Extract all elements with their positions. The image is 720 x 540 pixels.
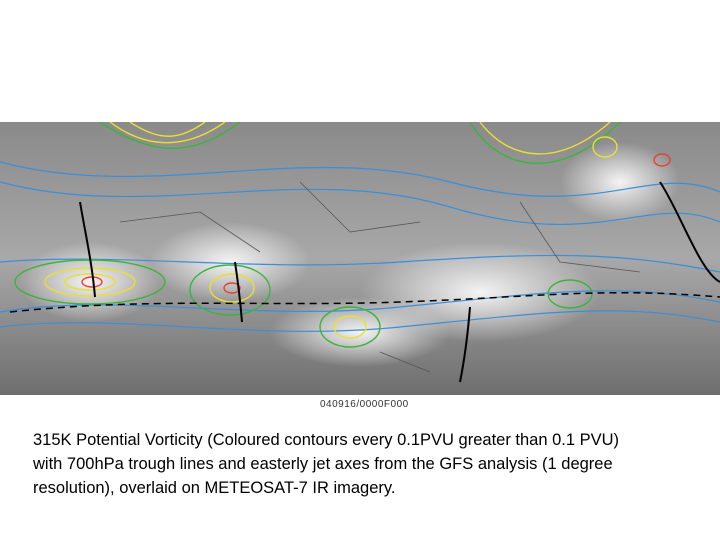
- caption-line: with 700hPa trough lines and easterly je…: [33, 455, 613, 473]
- satellite-image: [0, 122, 720, 395]
- caption-line: 315K Potential Vorticity (Coloured conto…: [33, 431, 620, 449]
- caption-line: resolution), overlaid on METEOSAT-7 IR i…: [33, 479, 396, 497]
- image-timestamp: 040916/0000F000: [320, 399, 409, 410]
- caption: 315K Potential Vorticity (Coloured conto…: [33, 428, 619, 500]
